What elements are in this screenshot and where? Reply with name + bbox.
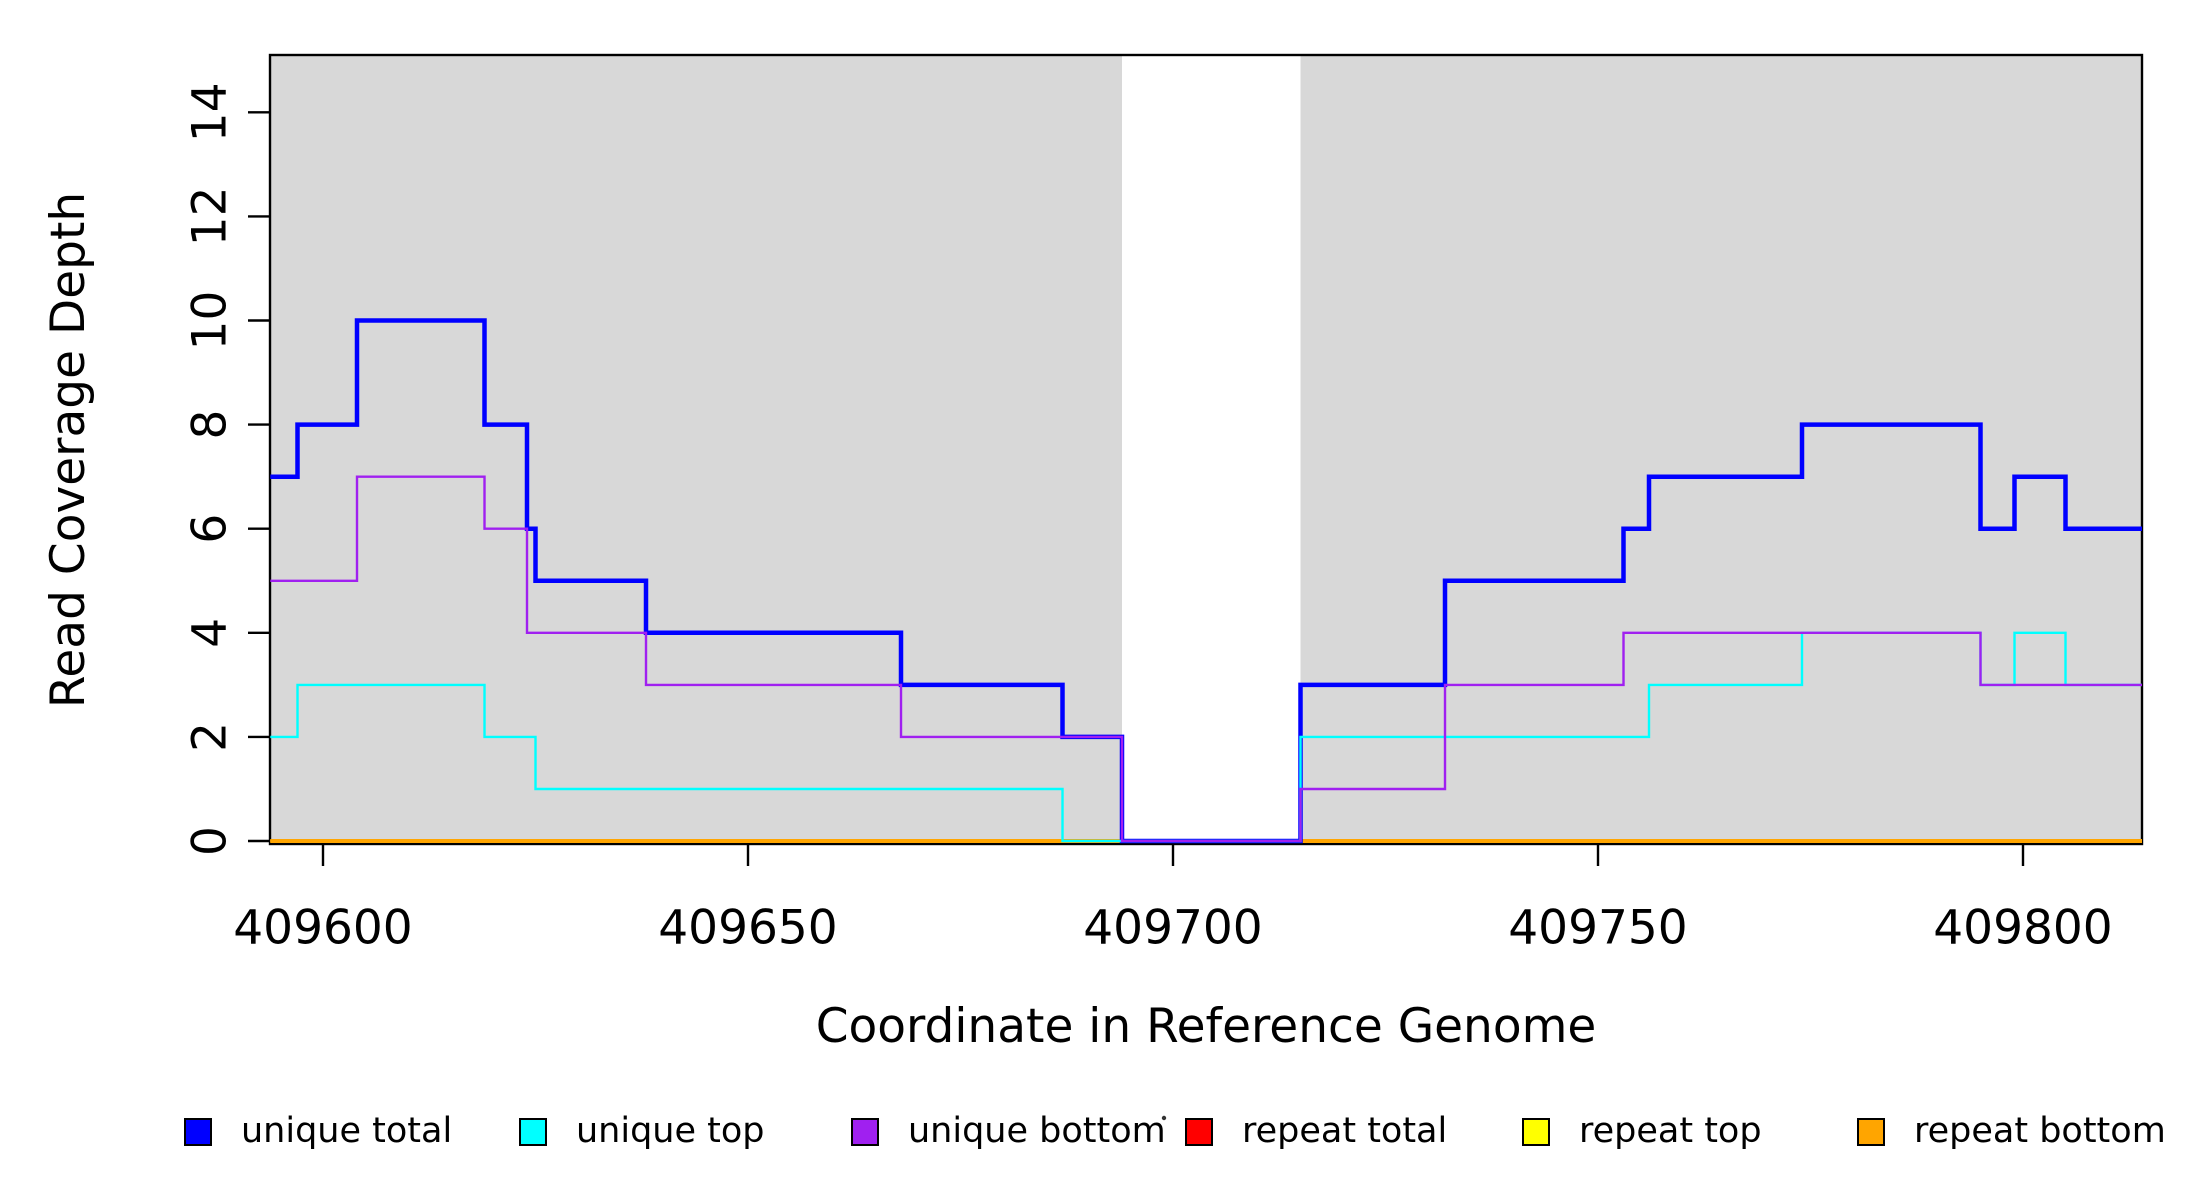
series-unique-top — [270, 631, 2142, 843]
y-tick-label: 6 — [183, 514, 238, 544]
legend-swatch-unique-total — [184, 1118, 212, 1146]
x-axis-title: Coordinate in Reference Genome — [816, 999, 1597, 1054]
series-unique-bottom — [270, 475, 2142, 843]
shaded-region-1 — [270, 55, 1122, 844]
x-tick-label: 409800 — [1933, 900, 2112, 955]
legend-item-repeat-total: repeat total — [1185, 1111, 1447, 1151]
y-tick-label: 12 — [183, 186, 238, 246]
legend-item-repeat-top: repeat top — [1522, 1111, 1762, 1151]
y-tick-label: 2 — [183, 722, 238, 752]
legend-swatch-unique-bottom — [851, 1118, 879, 1146]
stray-dot-artifact — [1161, 1115, 1167, 1121]
legend-swatch-repeat-top — [1522, 1118, 1550, 1146]
y-axis: 0 2 4 6 8 10 12 14 — [183, 82, 270, 856]
y-axis-title: Read Coverage Depth — [41, 192, 96, 708]
y-tick-label: 10 — [183, 291, 238, 351]
legend-label: unique top — [576, 1111, 765, 1151]
x-tick-label: 409750 — [1508, 900, 1687, 955]
plot-border-box — [268, 53, 2144, 846]
legend-swatch-repeat-bottom — [1857, 1118, 1885, 1146]
legend-swatch-repeat-total — [1185, 1118, 1213, 1146]
legend-label: unique total — [241, 1111, 452, 1151]
legend-item-unique-bottom: unique bottom — [851, 1111, 1166, 1151]
legend-label: repeat top — [1579, 1111, 1762, 1151]
y-tick-label: 4 — [183, 618, 238, 648]
legend-label: repeat total — [1242, 1111, 1447, 1151]
legend-item-unique-top: unique top — [519, 1111, 765, 1151]
x-tick-label: 409700 — [1083, 900, 1262, 955]
y-tick-label: 8 — [183, 410, 238, 440]
shaded-region-2 — [1300, 55, 2142, 844]
x-tick-label: 409650 — [658, 900, 837, 955]
legend-label: repeat bottom — [1914, 1111, 2166, 1151]
y-tick-label: 14 — [183, 82, 238, 142]
y-tick-label: 0 — [183, 826, 238, 856]
legend-swatch-unique-top — [519, 1118, 547, 1146]
legend-label: unique bottom — [908, 1111, 1166, 1151]
x-tick-label: 409600 — [233, 900, 412, 955]
legend: unique total unique top unique bottom repea… — [184, 1111, 2166, 1151]
series-lines — [270, 318, 2142, 844]
x-axis: 409600 409650 409700 409750 409800 — [233, 844, 2113, 955]
legend-item-unique-total: unique total — [184, 1111, 452, 1151]
legend-item-repeat-bottom: repeat bottom — [1857, 1111, 2166, 1151]
